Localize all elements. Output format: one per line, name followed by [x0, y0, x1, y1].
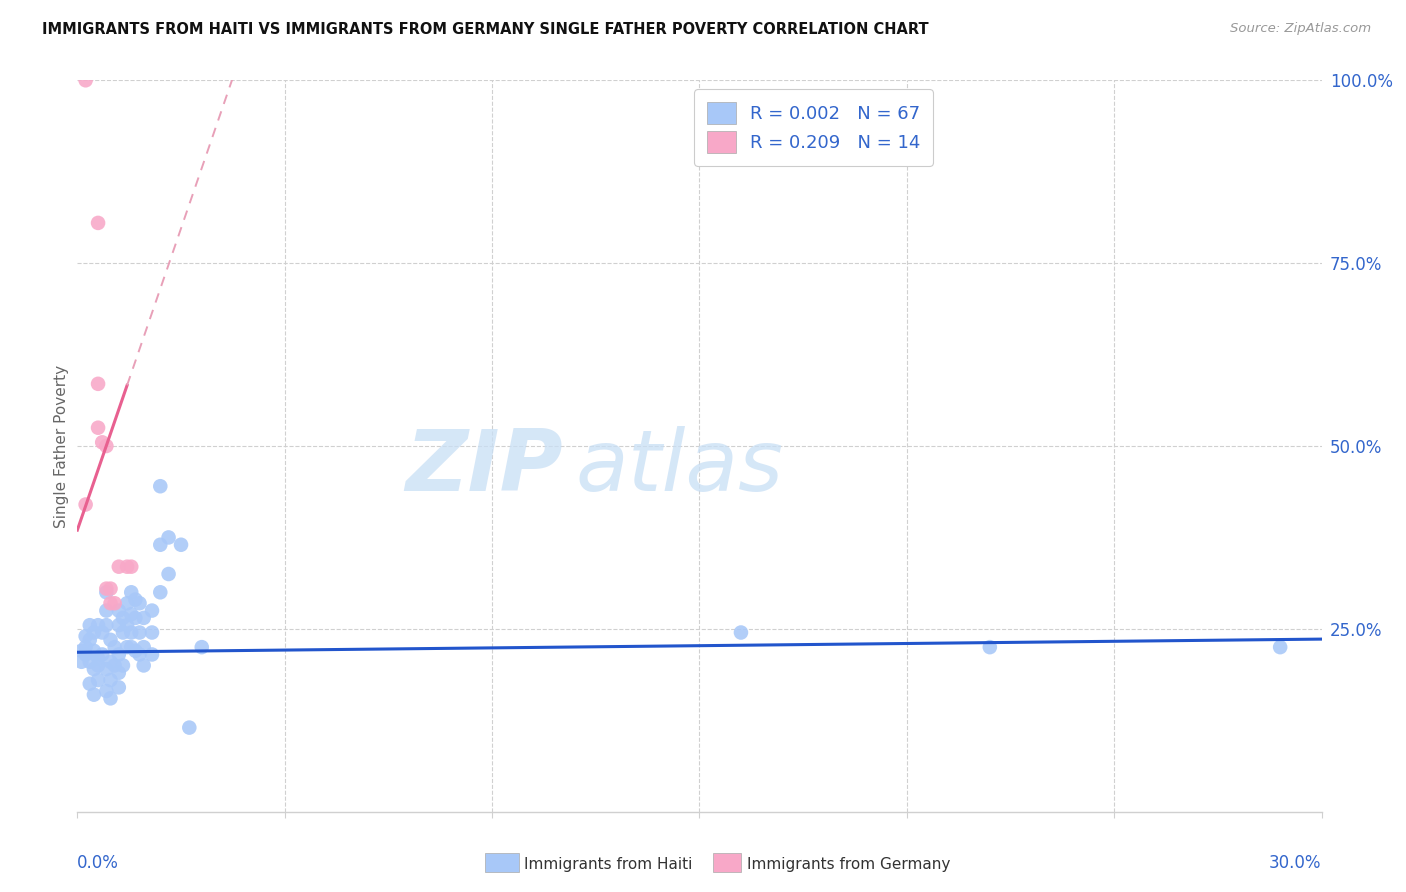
- Point: [91, 435, 114, 450]
- Point: [87, 618, 110, 632]
- Point: [124, 644, 146, 658]
- Point: [104, 596, 127, 610]
- Point: [75, 498, 97, 512]
- Point: [141, 625, 163, 640]
- Point: [87, 673, 110, 687]
- Point: [132, 611, 155, 625]
- Point: [979, 640, 1001, 655]
- Point: [179, 721, 201, 735]
- Point: [128, 648, 150, 662]
- Point: [128, 596, 150, 610]
- Point: [141, 603, 163, 617]
- Point: [120, 585, 142, 599]
- Point: [115, 618, 138, 632]
- Text: Immigrants from Germany: Immigrants from Germany: [747, 857, 950, 871]
- Point: [115, 559, 138, 574]
- Point: [83, 662, 105, 676]
- Text: Immigrants from Haiti: Immigrants from Haiti: [524, 857, 693, 871]
- Point: [120, 559, 142, 574]
- Point: [87, 216, 110, 230]
- Point: [730, 625, 752, 640]
- Point: [141, 648, 163, 662]
- Point: [124, 611, 146, 625]
- Point: [124, 592, 146, 607]
- Point: [120, 640, 142, 655]
- Text: 0.0%: 0.0%: [77, 855, 120, 872]
- Text: Source: ZipAtlas.com: Source: ZipAtlas.com: [1230, 22, 1371, 36]
- Point: [83, 625, 105, 640]
- Point: [128, 625, 150, 640]
- Point: [115, 640, 138, 655]
- Point: [108, 559, 131, 574]
- Point: [115, 596, 138, 610]
- Point: [111, 625, 134, 640]
- Point: [120, 625, 142, 640]
- Point: [170, 538, 193, 552]
- Point: [96, 582, 118, 596]
- Point: [70, 644, 93, 658]
- Point: [83, 688, 105, 702]
- Point: [79, 655, 101, 669]
- Point: [100, 673, 122, 687]
- Text: ZIP: ZIP: [405, 426, 562, 509]
- Point: [111, 611, 134, 625]
- Point: [157, 567, 180, 582]
- Text: IMMIGRANTS FROM HAITI VS IMMIGRANTS FROM GERMANY SINGLE FATHER POVERTY CORRELATI: IMMIGRANTS FROM HAITI VS IMMIGRANTS FROM…: [42, 22, 929, 37]
- Point: [96, 618, 118, 632]
- Point: [87, 421, 110, 435]
- Point: [87, 651, 110, 665]
- Point: [100, 691, 122, 706]
- Point: [75, 648, 97, 662]
- Y-axis label: Single Father Poverty: Single Father Poverty: [53, 365, 69, 527]
- Point: [108, 681, 131, 695]
- Point: [100, 655, 122, 669]
- Point: [108, 648, 131, 662]
- Point: [108, 665, 131, 680]
- Point: [149, 585, 172, 599]
- Point: [75, 73, 97, 87]
- Point: [120, 607, 142, 622]
- Point: [104, 658, 127, 673]
- Point: [87, 658, 110, 673]
- Point: [70, 655, 93, 669]
- Point: [75, 629, 97, 643]
- Point: [79, 676, 101, 690]
- Point: [108, 618, 131, 632]
- Point: [79, 618, 101, 632]
- Point: [91, 648, 114, 662]
- Point: [111, 658, 134, 673]
- Point: [1270, 640, 1292, 655]
- Point: [96, 585, 118, 599]
- Point: [96, 684, 118, 698]
- Text: 30.0%: 30.0%: [1270, 855, 1322, 872]
- Point: [100, 582, 122, 596]
- Point: [83, 644, 105, 658]
- Point: [96, 439, 118, 453]
- Point: [96, 662, 118, 676]
- Point: [75, 640, 97, 655]
- Text: atlas: atlas: [575, 426, 783, 509]
- Point: [149, 538, 172, 552]
- Point: [100, 596, 122, 610]
- Point: [87, 376, 110, 391]
- Point: [191, 640, 214, 655]
- Point: [157, 530, 180, 544]
- Point: [100, 632, 122, 647]
- Point: [79, 632, 101, 647]
- Point: [91, 625, 114, 640]
- Point: [149, 479, 172, 493]
- Point: [108, 603, 131, 617]
- Point: [132, 640, 155, 655]
- Legend: R = 0.002   N = 67, R = 0.209   N = 14: R = 0.002 N = 67, R = 0.209 N = 14: [695, 89, 934, 166]
- Point: [104, 640, 127, 655]
- Point: [96, 603, 118, 617]
- Point: [132, 658, 155, 673]
